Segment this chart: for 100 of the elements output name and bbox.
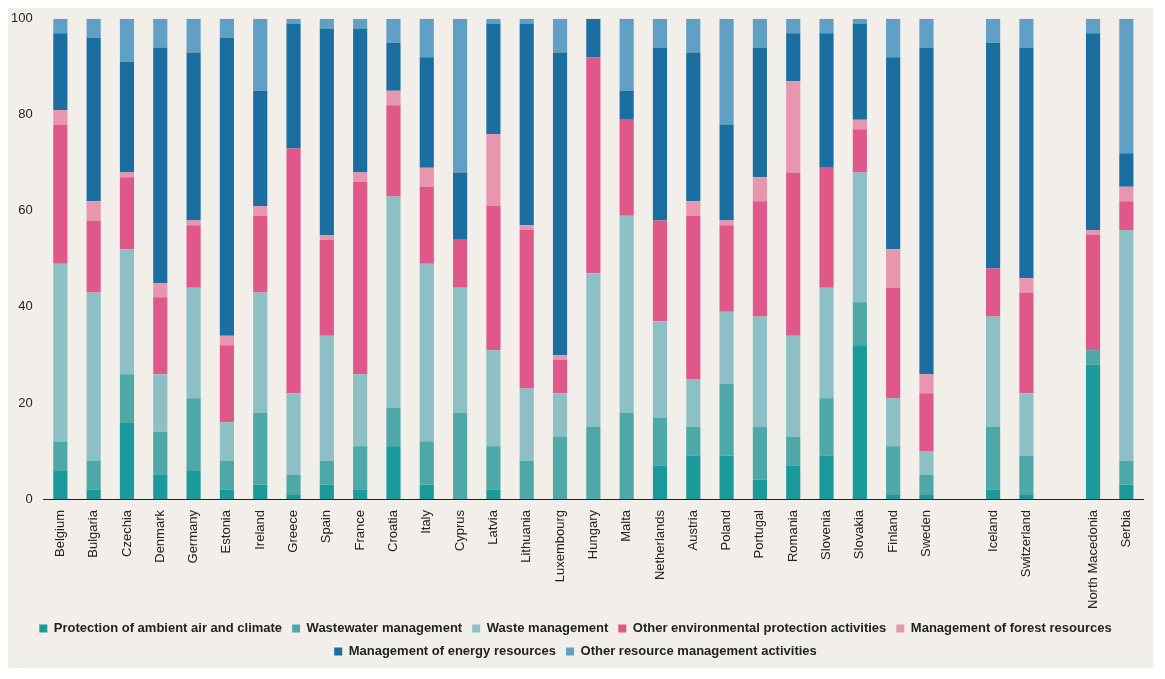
bar	[219, 489, 234, 499]
bar	[119, 18, 135, 63]
bar	[486, 134, 501, 207]
bar	[386, 90, 401, 106]
bar	[986, 426, 1001, 490]
bar	[486, 18, 501, 24]
bar	[886, 57, 901, 250]
legend-label: Wastewater management	[306, 620, 463, 636]
x-tick-label: Greece	[285, 510, 301, 553]
bar	[186, 398, 201, 471]
bar	[253, 292, 268, 413]
bar	[852, 23, 867, 120]
bar	[986, 316, 1001, 427]
x-tick-label: Poland	[718, 510, 734, 551]
bar	[819, 167, 834, 288]
bar	[886, 446, 901, 495]
bar	[719, 18, 734, 125]
bar	[286, 18, 301, 24]
x-tick-label: Estonia	[218, 509, 234, 554]
bar	[1085, 350, 1101, 365]
bar	[319, 239, 334, 336]
x-tick-label: France	[351, 510, 367, 551]
bar	[353, 18, 368, 29]
bar	[119, 177, 135, 250]
bar	[419, 186, 434, 264]
bar	[86, 38, 101, 202]
bar	[153, 374, 168, 432]
bar	[586, 426, 601, 499]
bar	[552, 52, 568, 355]
bar	[652, 220, 668, 322]
bar	[552, 18, 568, 53]
x-tick-label: North Macedonia	[1084, 509, 1100, 609]
bar	[53, 33, 68, 111]
bar	[986, 268, 1001, 317]
bar	[253, 412, 268, 485]
x-tick-label: Bulgaria	[85, 509, 101, 558]
x-tick-label: Portugal	[751, 509, 767, 559]
y-tick-label: 60	[18, 202, 33, 218]
bar	[686, 455, 701, 499]
bar	[752, 47, 767, 178]
bar	[786, 33, 801, 82]
bar	[153, 282, 168, 298]
bar	[53, 124, 68, 264]
bar	[886, 398, 901, 447]
bar	[986, 489, 1001, 499]
bar	[153, 474, 168, 499]
bar	[1019, 494, 1034, 499]
bar	[353, 374, 368, 447]
bar	[153, 431, 168, 475]
bar	[286, 23, 301, 149]
legend-label: Management of forest resources	[910, 620, 1112, 636]
bar	[119, 422, 135, 499]
bar	[519, 18, 534, 24]
bar	[1085, 18, 1101, 34]
x-tick-label: Finland	[884, 510, 900, 553]
bar	[919, 474, 934, 495]
bar	[386, 446, 401, 499]
bar	[852, 302, 867, 346]
y-tick-label: 80	[18, 106, 33, 122]
x-tick-label: Italy	[418, 509, 434, 534]
bar	[619, 90, 634, 120]
bar	[1119, 201, 1134, 231]
bar	[819, 33, 834, 168]
bar	[253, 206, 268, 216]
bar	[652, 465, 668, 499]
bar	[219, 335, 234, 346]
y-tick-label: 40	[18, 298, 33, 314]
bar	[852, 18, 867, 24]
bar	[1019, 278, 1034, 293]
bar	[319, 460, 334, 485]
bar	[786, 465, 801, 499]
bar	[186, 470, 201, 499]
bar	[552, 436, 568, 499]
bar	[652, 417, 668, 466]
bar	[386, 18, 401, 43]
bar	[1019, 292, 1034, 394]
bar	[886, 249, 901, 288]
bar	[819, 455, 834, 499]
bar	[453, 18, 468, 173]
x-tick-label: Czechia	[118, 509, 134, 557]
bar	[353, 172, 368, 183]
bar	[486, 206, 501, 351]
bar	[253, 18, 268, 91]
legend-label: Protection of ambient air and climate	[53, 620, 283, 636]
bar	[53, 470, 68, 499]
x-tick-label: Belgium	[51, 510, 67, 557]
bar	[919, 18, 934, 48]
x-tick-label: Netherlands	[651, 509, 667, 581]
bar	[586, 57, 601, 274]
bar	[53, 18, 68, 34]
bar	[86, 18, 101, 39]
bar	[686, 215, 701, 379]
bar	[153, 18, 168, 48]
bar	[519, 225, 534, 231]
bar	[686, 52, 701, 202]
bar	[186, 287, 201, 399]
y-tick-label: 100	[10, 10, 33, 26]
bar	[686, 426, 701, 456]
bar	[53, 110, 68, 125]
bar	[319, 335, 334, 461]
